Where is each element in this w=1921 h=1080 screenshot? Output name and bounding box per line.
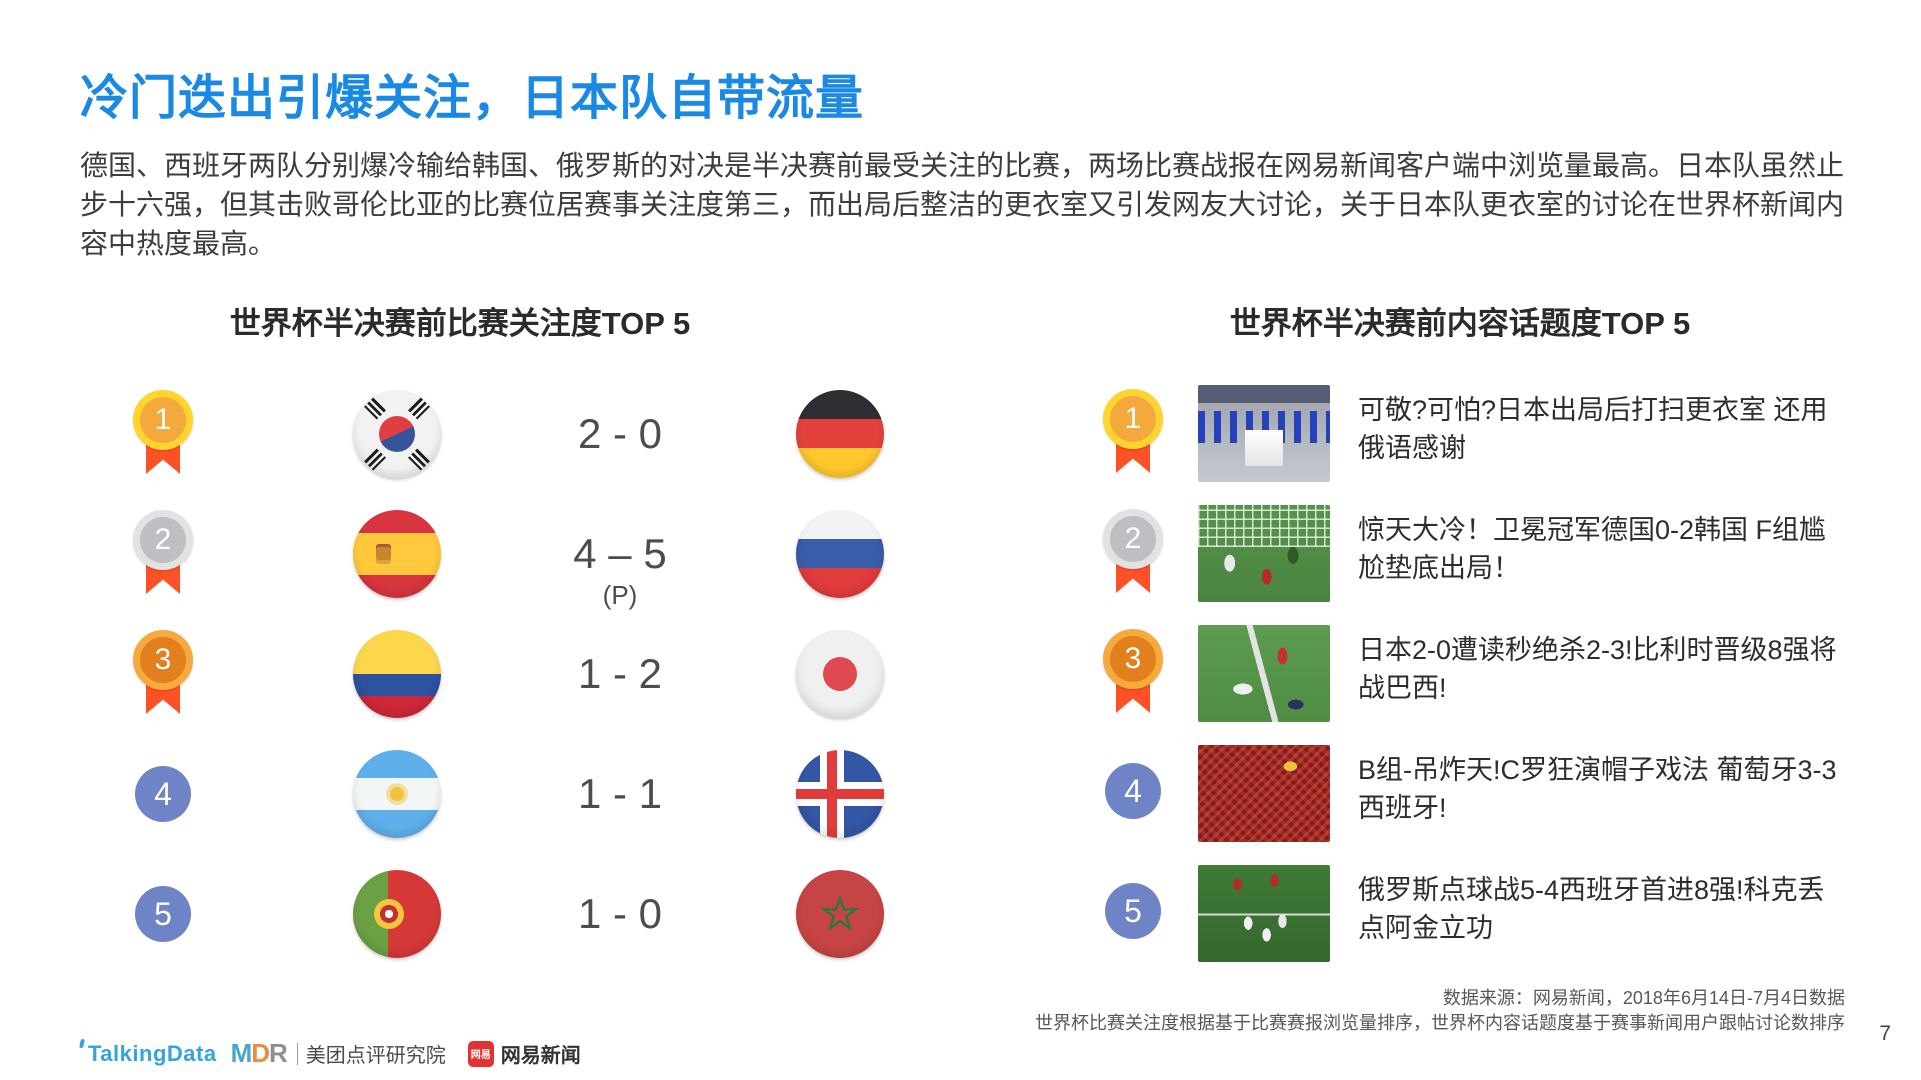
morocco-star — [821, 895, 859, 932]
article-title: 俄罗斯点球战5-4西班牙首进8强!科克丢点阿金立功 — [1358, 875, 1825, 943]
source-line-1: 数据来源：网易新闻，2018年6月14日-7月4日数据 — [1442, 988, 1845, 1008]
topic-row: 5 俄罗斯点球战5-4西班牙首进8强!科克丢点阿金立功 — [1100, 865, 1860, 975]
score-block: 4 – 5 (P) — [540, 531, 700, 611]
intro-paragraph: 德国、西班牙两队分别爆冷输给韩国、俄罗斯的对决是半决赛前最受关注的比赛，两场比赛… — [80, 150, 1845, 259]
match-row: 5 1 - 0 — [130, 860, 960, 978]
match-score: 1 - 1 — [577, 770, 663, 817]
match-row: 3 1 - 2 — [130, 620, 960, 738]
article-thumbnail-celebration — [1198, 865, 1330, 962]
rank-number: 2 — [133, 510, 193, 570]
flag-germany-icon — [796, 390, 884, 478]
japan-sun-disc — [823, 657, 857, 691]
rank-badge: 5 — [135, 886, 191, 942]
talkingdata-logo: TalkingData — [79, 1038, 217, 1067]
data-source-note: 数据来源：网易新闻，2018年6月14日-7月4日数据 世界杯比赛关注度根据基于… — [1035, 986, 1845, 1036]
medal-bronze-icon: 3 — [131, 630, 195, 730]
score-block: 2 - 0 — [540, 411, 700, 460]
spain-crest — [376, 544, 391, 564]
medal-silver-icon: 2 — [1101, 509, 1165, 609]
flag-portugal-icon — [353, 870, 441, 958]
flag-spain-icon — [353, 510, 441, 598]
rank-badge: 4 — [1105, 763, 1161, 819]
netease-badge-icon: 网易 — [467, 1040, 494, 1067]
mdr-logo: MDR — [230, 1038, 288, 1068]
talkingdata-tick-icon — [79, 1038, 85, 1048]
page-number: 7 — [1879, 1022, 1891, 1045]
taegeuk-symbol — [379, 416, 415, 452]
logo-divider — [296, 1042, 298, 1065]
meituan-dianping-logo-text: 美团点评研究院 — [305, 1045, 446, 1067]
topic-row: 3 日本2-0遭读秒绝杀2-3!比利时晋级8强将战巴西! — [1100, 625, 1860, 735]
match-score: 4 – 5 — [573, 530, 667, 577]
page-title: 冷门迭出引爆关注，日本队自带流量 — [80, 72, 865, 125]
match-row: 2 4 – 5 (P) — [130, 500, 960, 618]
match-score: 1 - 2 — [577, 650, 663, 697]
match-score: 1 - 0 — [577, 890, 663, 937]
topic-row: 4 B组-吊炸天!C罗狂演帽子戏法 葡萄牙3-3西班牙! — [1100, 745, 1860, 855]
flag-japan-icon — [796, 630, 884, 718]
flag-argentina-icon — [353, 750, 441, 838]
footer-logos: TalkingData MDR 美团点评研究院 网易 网易新闻 — [79, 1038, 581, 1069]
flag-morocco-icon — [796, 870, 884, 958]
topic-row: 1 可敬?可怕?日本出局后打扫更衣室 还用俄语感谢 — [1100, 385, 1860, 495]
topic-row: 2 惊天大冷！卫冕冠军德国0-2韩国 F组尴尬垫底出局！ — [1100, 505, 1860, 615]
portugal-crest — [374, 899, 404, 929]
rank-number: 3 — [133, 630, 193, 690]
score-block: 1 - 1 — [540, 771, 700, 820]
article-title: 可敬?可怕?日本出局后打扫更衣室 还用俄语感谢 — [1358, 395, 1828, 463]
source-line-2: 世界杯比赛关注度根据基于比赛赛报浏览量排序，世界杯内容话题度基于赛事新闻用户跟帖… — [1035, 1013, 1845, 1033]
article-thumbnail-locker-room — [1198, 385, 1330, 482]
match-score: 2 - 0 — [577, 410, 663, 457]
score-block: 1 - 2 — [540, 651, 700, 700]
talkingdata-logo-text: TalkingData — [88, 1040, 217, 1066]
match-row: 4 1 - 1 — [130, 740, 960, 858]
article-thumbnail-goal-scene — [1198, 505, 1330, 602]
rank-badge: 4 — [135, 766, 191, 822]
match-row: 1 2 - 0 — [130, 380, 960, 498]
flag-russia-icon — [796, 510, 884, 598]
article-title: 惊天大冷！卫冕冠军德国0-2韩国 F组尴尬垫底出局！ — [1358, 515, 1827, 583]
rank-number: 1 — [1103, 389, 1163, 449]
score-block: 1 - 0 — [540, 891, 700, 940]
score-note: (P) — [602, 580, 638, 610]
rank-number: 1 — [133, 390, 193, 450]
rank-badge: 5 — [1105, 883, 1161, 939]
flag-south-korea-icon — [353, 390, 441, 478]
article-title: 日本2-0遭读秒绝杀2-3!比利时晋级8强将战巴西! — [1358, 635, 1837, 703]
left-panel-title: 世界杯半决赛前比赛关注度TOP 5 — [229, 306, 691, 341]
article-title: B组-吊炸天!C罗狂演帽子戏法 葡萄牙3-3西班牙! — [1358, 755, 1837, 823]
flag-colombia-icon — [353, 630, 441, 718]
right-panel-title: 世界杯半决赛前内容话题度TOP 5 — [1229, 306, 1691, 341]
medal-bronze-icon: 3 — [1101, 629, 1165, 729]
flag-iceland-icon — [796, 750, 884, 838]
medal-gold-icon: 1 — [1101, 389, 1165, 489]
medal-silver-icon: 2 — [131, 510, 195, 610]
article-thumbnail-fans-crowd — [1198, 745, 1330, 842]
rank-number: 3 — [1103, 629, 1163, 689]
article-thumbnail-pitch-scene — [1198, 625, 1330, 722]
argentina-sun — [390, 787, 404, 801]
rank-number: 2 — [1103, 509, 1163, 569]
netease-news-logo-text: 网易新闻 — [500, 1045, 581, 1067]
medal-gold-icon: 1 — [131, 390, 195, 490]
